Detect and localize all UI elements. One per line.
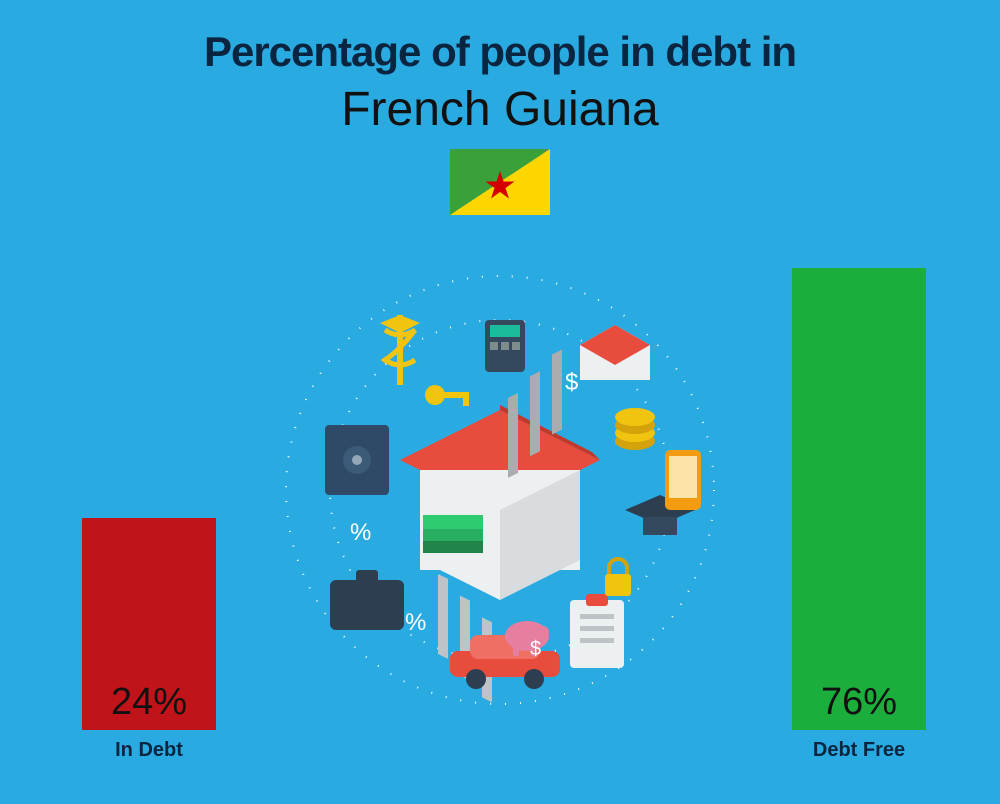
coins-icon [615, 408, 655, 450]
flag-svg [450, 149, 550, 215]
title-line2: French Guiana [0, 82, 1000, 137]
bar-debt-free-value: 76% [821, 681, 897, 730]
key-icon [425, 385, 469, 406]
caduceus-icon [380, 315, 420, 385]
bar-debt-free-label: Debt Free [759, 739, 959, 762]
cash-stack-icon [423, 515, 483, 553]
center-finance-graphic: % % $ $ [270, 260, 730, 720]
lock-icon [605, 559, 631, 596]
dollar-glyph: $ [565, 369, 578, 396]
briefcase-icon [330, 570, 404, 630]
calculator-icon [485, 320, 525, 372]
percent-glyph: % [350, 519, 371, 546]
clipboard-icon [570, 594, 624, 668]
bar-in-debt-label: In Debt [49, 739, 249, 762]
dollar-glyph: $ [530, 638, 541, 660]
safe-icon [325, 425, 389, 495]
bar-in-debt: 24% [82, 518, 216, 730]
title-line1: Percentage of people in debt in [0, 28, 1000, 76]
flag-french-guiana [450, 149, 550, 215]
finance-icons-circle: % % $ $ [270, 260, 730, 720]
percent-glyph: % [405, 609, 426, 636]
bar-in-debt-value: 24% [111, 681, 187, 730]
small-house-icon [580, 325, 650, 380]
bar-debt-free: 76% [792, 268, 926, 730]
phone-icon [665, 450, 701, 510]
